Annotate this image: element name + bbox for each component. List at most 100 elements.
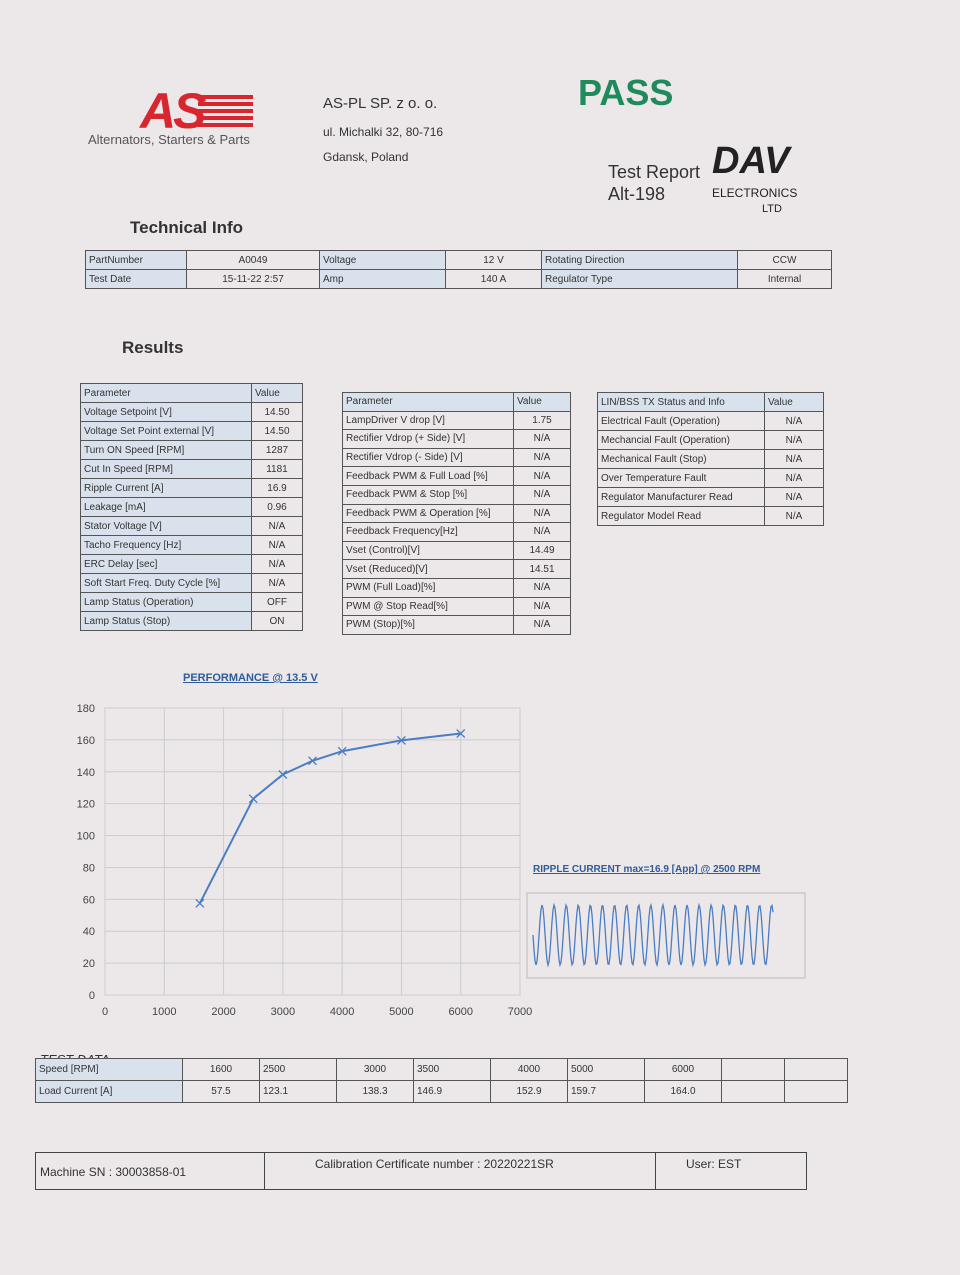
table-cell: 14.50 xyxy=(251,421,303,441)
table-cell: 14.50 xyxy=(251,402,303,422)
table-cell: Turn ON Speed [RPM] xyxy=(80,440,252,460)
table-cell: Voltage Setpoint [V] xyxy=(80,402,252,422)
table: Speed [RPM] 1600 2500 3000 3500 4000 5000 6000 L… xyxy=(35,1058,848,1103)
table-cell: 6000 xyxy=(644,1058,722,1081)
brand-sub: ELECTRONICS xyxy=(712,186,798,200)
x-tick-label: 0 xyxy=(102,1006,108,1018)
x-tick-label: 3000 xyxy=(271,1006,295,1018)
table-cell: 16.9 xyxy=(251,478,303,498)
table-cell: Vset (Reduced)[V] xyxy=(342,559,514,579)
table-row: Feedback PWM & Operation [%] N/A xyxy=(342,503,571,524)
user: User: EST xyxy=(686,1157,742,1171)
table-cell: Lamp Status (Operation) xyxy=(80,592,252,612)
table-cell: Ripple Current [A] xyxy=(80,478,252,498)
data-line xyxy=(198,732,461,904)
status: PASS xyxy=(578,72,674,113)
table-cell: N/A xyxy=(251,554,303,574)
table-cell: Stator Voltage [V] xyxy=(80,516,252,536)
table-cell: N/A xyxy=(513,429,571,449)
table-cell: N/A xyxy=(251,516,303,536)
table-cell: Regulator Manufacturer Read xyxy=(597,487,765,507)
y-tick-label: 40 xyxy=(83,926,95,938)
table-cell: N/A xyxy=(513,447,571,468)
brand: DAV xyxy=(712,140,790,182)
data-point xyxy=(396,735,406,745)
table-cell: OFF xyxy=(251,592,303,612)
x-tick-label: 7000 xyxy=(508,1006,532,1018)
table-row: PWM (Full Load)[%] N/A xyxy=(342,577,571,598)
section-title: Results xyxy=(122,338,184,357)
table-cell: N/A xyxy=(513,503,571,524)
table-cell: Test Date xyxy=(85,269,187,289)
data-point xyxy=(195,898,205,908)
table-row: PWM (Stop)[%] N/A xyxy=(342,615,571,635)
table-row: Mechancial Fault (Operation) N/A xyxy=(597,430,824,450)
data-point xyxy=(248,794,258,804)
table-row: Over Temperature Fault N/A xyxy=(597,468,824,488)
table-cell: N/A xyxy=(764,430,824,450)
table-cell: Leakage [mA] xyxy=(80,497,252,517)
table-cell: Mechanical Fault (Stop) xyxy=(597,449,765,469)
table-row: Lamp Status (Stop) ON xyxy=(80,611,303,631)
table-cell: N/A xyxy=(513,615,571,635)
table-cell: 159.7 xyxy=(567,1080,645,1103)
ripple-waveform xyxy=(532,902,774,968)
table-row: PWM @ Stop Read[%] N/A xyxy=(342,596,571,617)
company: AS-PL SP. z o. o. xyxy=(323,95,438,112)
table-cell: Regulator Type xyxy=(541,269,738,289)
table-row: Load Current [A] 57.5 123.1 138.3 146.9 152.9… xyxy=(35,1080,848,1103)
table-cell: Soft Start Freq. Duty Cycle [%] xyxy=(80,573,252,593)
table: PartNumber A0049 Voltage 12 V Rotating Direc… xyxy=(85,250,832,289)
table-cell-empty xyxy=(721,1058,785,1081)
y-tick-label: 60 xyxy=(83,894,95,906)
table-cell: 2500 xyxy=(259,1058,337,1081)
table-cell: Vset (Control)[V] xyxy=(342,540,514,561)
table-cell: Load Current [A] xyxy=(35,1080,183,1103)
table-row: Lamp Status (Operation) OFF xyxy=(80,592,303,612)
plot-area xyxy=(104,707,521,996)
table-cell: Regulator Model Read xyxy=(597,506,765,526)
table-cell-empty xyxy=(721,1080,785,1103)
table-cell: LampDriver V drop [V] xyxy=(342,410,514,431)
table-cell: N/A xyxy=(251,535,303,555)
table-cell: Parameter xyxy=(80,383,252,403)
table-cell: N/A xyxy=(251,573,303,593)
table-cell: Rectifier Vdrop (+ Side) [V] xyxy=(342,429,514,449)
table-cell: A0049 xyxy=(186,250,320,270)
table-row: Parameter Value xyxy=(342,392,571,412)
x-tick-label: 4000 xyxy=(330,1006,354,1018)
table-cell-empty xyxy=(784,1080,848,1103)
table-cell: 0.96 xyxy=(251,497,303,517)
x-tick-label: 5000 xyxy=(389,1006,413,1018)
y-tick-label: 160 xyxy=(77,735,95,747)
table-cell: N/A xyxy=(764,411,824,431)
table-row: Vset (Reduced)[V] 14.51 xyxy=(342,559,571,579)
table-cell: Internal xyxy=(737,269,832,289)
table: Parameter Value Voltage Setpoint [V] 14.50 V… xyxy=(80,383,303,631)
table-cell: LIN/BSS TX Status and Info xyxy=(597,392,765,412)
address: Gdansk, Poland xyxy=(323,150,409,164)
table: Parameter Value LampDriver V drop [V] 1.75 R… xyxy=(342,392,571,635)
table-row: Parameter Value xyxy=(80,383,303,403)
table-row: Stator Voltage [V] N/A xyxy=(80,516,303,536)
y-tick-label: 80 xyxy=(83,862,95,874)
table-cell: 3000 xyxy=(336,1058,414,1081)
table-row: Feedback PWM & Stop [%] N/A xyxy=(342,484,571,505)
calibration: Calibration Certificate number : 2022022… xyxy=(265,1153,656,1189)
table-row: Electrical Fault (Operation) N/A xyxy=(597,411,824,431)
table-row: Speed [RPM] 1600 2500 3000 3500 4000 5000 6000 xyxy=(35,1058,848,1081)
data-point xyxy=(337,746,347,756)
table-cell: 12 V xyxy=(445,250,542,270)
table-row: Turn ON Speed [RPM] 1287 xyxy=(80,440,303,460)
table-cell: Rectifier Vdrop (- Side) [V] xyxy=(342,447,514,468)
logo: AS xyxy=(140,83,206,139)
table-cell: 164.0 xyxy=(644,1080,722,1103)
table-cell: N/A xyxy=(513,484,571,505)
table-row: LampDriver V drop [V] 1.75 xyxy=(342,410,571,431)
table-cell: ERC Delay [sec] xyxy=(80,554,252,574)
table-row: Mechanical Fault (Stop) N/A xyxy=(597,449,824,469)
x-tick-label: 2000 xyxy=(211,1006,235,1018)
table-cell: Rotating Direction xyxy=(541,250,738,270)
ripple-box xyxy=(526,892,806,979)
